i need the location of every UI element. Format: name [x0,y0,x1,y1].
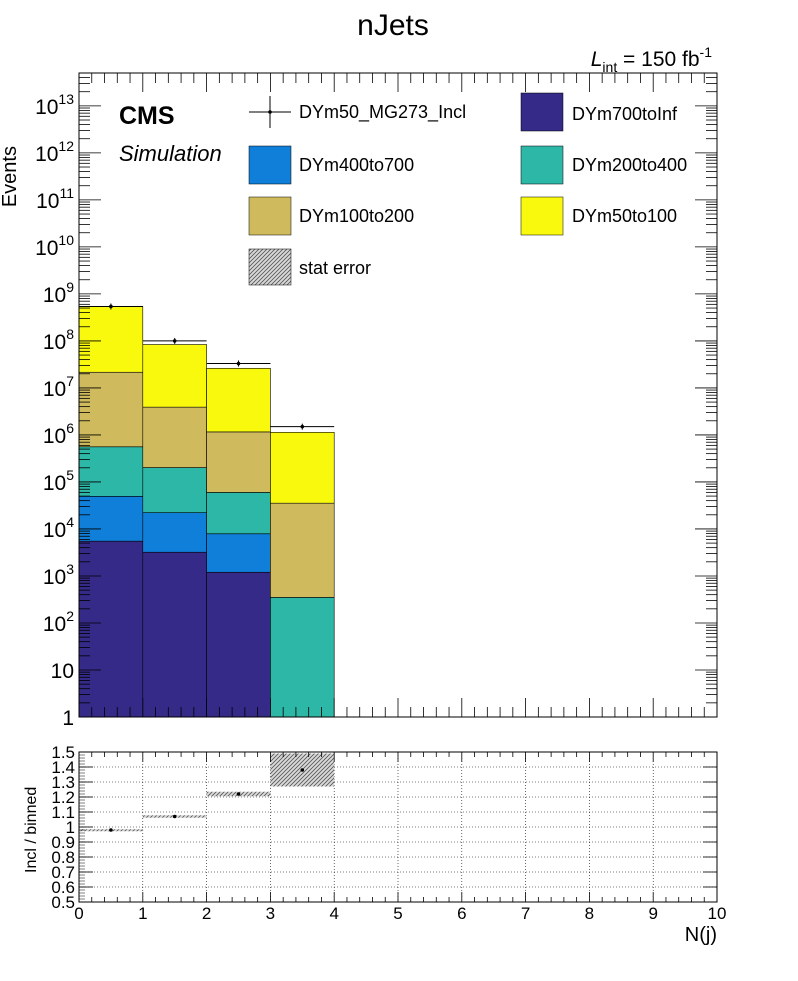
y-tick-label: 102 [43,608,74,636]
bar-dym200to400-bin-1 [142,467,207,513]
lumi-label: Lint = 150 fb-1 [591,44,712,75]
ratio-y-tick-label: 1.2 [51,788,75,807]
main-axis-ticks: 1 10 102 103 104 105 106 107 108 109 1010 1011 1012 1… [35,72,718,730]
ratio-x-tick-label: 7 [521,904,530,923]
svg-text:DYm400to700: DYm400to700 [299,155,414,175]
ratio-y-tick-label: 1.1 [51,803,75,822]
legend-swatch-dym50to100 [520,196,564,236]
y-tick-label: 1013 [35,91,74,119]
cms-label: CMS [119,102,175,130]
ratio-x-tick-label: 6 [457,904,466,923]
ratio-error-bands [79,753,335,832]
ratio-y-tick-label: 0.8 [51,848,75,867]
legend-entry-dym200to400: DYm200to400 [520,145,687,185]
y-tick-label: 103 [43,561,74,589]
bar-dym700toinf-bin-2 [206,571,271,718]
y-tick-label: 108 [43,326,74,354]
bar-dym700toinf-bin-1 [142,551,207,718]
bar-dym50to100-bin-1 [142,344,207,408]
ratio-y-axis-title: Incl / binned [23,787,40,873]
svg-text:stat error: stat error [299,258,371,278]
y-tick-label: 1011 [36,185,74,213]
legend-entry-dym50to100: DYm50to100 [520,196,677,236]
ratio-y-tick-label: 0.6 [51,878,75,897]
stacked-bars [78,306,335,718]
x-axis-title: N(j) [685,924,717,946]
legend: DYm50_MG273_Incl DYm700toInf DYm400to700… [248,92,687,286]
ratio-point [172,814,177,819]
ratio-frame: 0.50.60.70.80.911.11.21.31.41.50 1 2 3 4 5 6 7 8… [51,743,726,923]
ratio-grid [79,752,717,902]
ratio-x-tick-label: 4 [329,904,338,923]
y-tick-label: 1012 [35,138,74,166]
bar-dym400to700-bin-0 [78,496,144,542]
y-tick-label: 105 [43,467,74,495]
cms-simulation-label: Simulation [119,141,222,166]
legend-swatch-dym200to400 [520,145,564,185]
bar-dym200to400-bin-0 [78,446,144,497]
bar-dym100to200-bin-0 [78,371,144,448]
bar-dym400to700-bin-1 [142,512,207,553]
legend-swatch-dym700toinf [520,92,564,132]
y-tick-label: 1 [62,707,74,730]
ratio-y-tick-label: 1.5 [51,743,75,762]
inclusive-point [172,339,177,343]
legend-entry-dym100to200: DYm100to200 [248,196,414,236]
legend-entry-stat-error: stat error [248,248,371,286]
svg-text:DYm100to200: DYm100to200 [299,206,414,226]
bar-dym100to200-bin-3 [270,502,335,598]
ratio-point [236,792,241,796]
bar-dym400to700-bin-2 [206,533,271,573]
ratio-x-tick-label: 1 [138,904,147,923]
y-tick-label: 107 [43,373,74,401]
y-tick-label: 109 [43,279,74,307]
y-tick-label: 104 [43,514,74,542]
ratio-x-tick-label: 8 [585,904,594,923]
ratio-x-tick-label: 3 [266,904,275,923]
bar-dym100to200-bin-1 [142,406,207,468]
y-axis-title: Events [0,146,21,207]
bar-dym200to400-bin-3 [270,597,335,718]
ratio-x-tick-label: 9 [648,904,657,923]
ratio-points [109,768,305,832]
inclusive-point [236,361,241,366]
legend-entry-dym700toinf: DYm700toInf [520,92,678,132]
ratio-x-tick-label: 10 [708,904,727,923]
ratio-point [109,828,113,832]
legend-swatch-dym100to200 [248,196,292,236]
y-tick-label: 1010 [35,232,74,260]
legend-swatch-dym400to700 [248,145,292,185]
ratio-y-tick-label: 0.5 [51,893,75,912]
svg-text:DYm700toInf: DYm700toInf [572,104,678,124]
bar-dym50to100-bin-0 [78,306,144,373]
ratio-y-tick-label: 1 [66,818,75,837]
inclusive-point [109,304,113,309]
bar-dym700toinf-bin-0 [78,540,144,718]
ratio-point [300,768,305,772]
bar-dym50to100-bin-2 [206,367,271,433]
ratio-x-tick-label: 5 [393,904,402,923]
bar-dym100to200-bin-2 [206,431,271,493]
ratio-x-tick-label: 0 [74,904,83,923]
inclusive-point [300,424,305,429]
bar-dym50to100-bin-3 [270,432,335,504]
legend-entry-inclusive: DYm50_MG273_Incl [249,96,466,128]
legend-swatch-stat-error [248,248,292,286]
ratio-y-tick-label: 0.7 [51,863,75,882]
ratio-y-tick-label: 0.9 [51,833,75,852]
svg-text:DYm50_MG273_Incl: DYm50_MG273_Incl [299,102,466,123]
svg-text:DYm50to100: DYm50to100 [572,206,677,226]
chart-title: nJets [357,9,429,42]
inclusive-points [79,303,335,430]
ratio-y-tick-label: 1.4 [51,758,75,777]
ratio-y-tick-label: 1.3 [51,773,75,792]
ratio-x-tick-label: 2 [202,904,211,923]
svg-text:DYm200to400: DYm200to400 [572,155,687,175]
legend-entry-dym400to700: DYm400to700 [248,145,414,185]
y-tick-label: 106 [43,420,74,448]
y-tick-label: 10 [51,660,74,683]
bar-dym200to400-bin-2 [206,492,271,535]
